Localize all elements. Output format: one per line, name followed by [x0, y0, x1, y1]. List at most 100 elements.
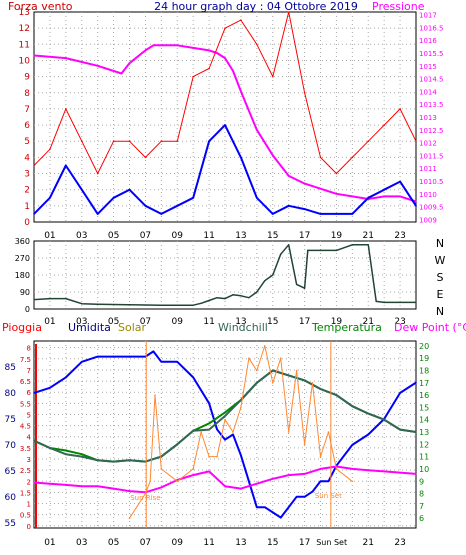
point-umidita: [248, 480, 250, 483]
point-dew_point: [128, 490, 131, 492]
point-wind_avg: [80, 188, 83, 191]
point-windchill: [112, 460, 115, 463]
point-temperatura: [224, 411, 226, 414]
point-dew_point: [256, 482, 258, 485]
point-solar: [319, 455, 322, 458]
point-pressione: [335, 193, 338, 195]
rain-tick-label: 4: [27, 434, 32, 442]
wind-tick-label: 11: [19, 40, 30, 50]
point-windchill: [192, 430, 194, 432]
point-windchill: [415, 431, 417, 433]
point-solar: [208, 455, 210, 458]
point-windchill: [256, 382, 258, 384]
point-dew_point: [96, 485, 99, 487]
pressure-tick-label: 1010.5: [419, 178, 444, 186]
x-tick-label: 03: [76, 317, 87, 327]
temp-tick-label: 13: [419, 428, 429, 437]
point-wind_direction: [383, 301, 385, 304]
point-wind_avg: [160, 213, 163, 215]
pressure-tick-label: 1009: [419, 216, 437, 224]
point-solar: [279, 357, 282, 360]
point-wind_direction: [415, 301, 417, 304]
x-tick-label: 03: [76, 538, 87, 548]
point-windchill: [271, 369, 274, 372]
point-wind_direction: [200, 302, 202, 305]
legend-item: Umidita: [68, 321, 111, 334]
x-tick-label: 17: [299, 538, 310, 548]
point-umidita: [319, 480, 322, 483]
rain-tick-label: 5: [27, 411, 31, 419]
point-wind_avg: [112, 196, 115, 199]
point-windchill: [367, 412, 370, 415]
point-windchill: [287, 374, 290, 377]
point-dew_point: [49, 482, 51, 485]
point-wind_avg: [33, 213, 35, 215]
point-pressione: [96, 64, 99, 67]
point-wind_direction: [351, 244, 354, 246]
point-dew_point: [351, 468, 354, 470]
point-umidita: [367, 433, 370, 436]
point-wind_direction: [307, 249, 309, 252]
point-wind_gust: [256, 43, 258, 46]
point-solar: [256, 369, 258, 372]
temp-tick-label: 9: [419, 477, 424, 486]
direction-tick-label: 90: [20, 288, 30, 297]
point-umidita: [160, 360, 163, 363]
pressure-tick-label: 1013.5: [419, 101, 444, 109]
x-tick-label: 01: [44, 538, 55, 548]
pressure-tick-label: 1013: [419, 114, 437, 122]
point-dew_point: [65, 484, 67, 486]
point-wind_avg: [399, 180, 401, 183]
point-wind_direction: [208, 299, 210, 302]
wind-tick-label: 10: [19, 56, 31, 66]
point-pressione: [176, 44, 179, 47]
x-tick-label: 23: [394, 538, 405, 548]
wind-tick-label: 12: [19, 24, 30, 34]
point-wind_gust: [49, 148, 51, 151]
point-umidita: [152, 350, 155, 353]
rain-tick-label: 1: [27, 501, 31, 509]
point-temperatura: [65, 449, 67, 452]
rain-tick-label: 0.5: [20, 512, 31, 520]
point-windchill: [96, 459, 99, 462]
point-wind_gust: [128, 140, 131, 143]
rain-tick-label: 7.5: [20, 356, 31, 364]
point-umidita: [263, 506, 266, 509]
compass-label: N: [436, 237, 444, 250]
point-wind_direction: [280, 253, 282, 255]
x-tick-label: 13: [235, 317, 246, 327]
x-tick-label: 15: [267, 317, 278, 327]
point-solar: [295, 369, 298, 372]
point-pressione: [208, 49, 210, 52]
rain-tick-label: 6.5: [20, 378, 31, 386]
point-wind_direction: [96, 303, 99, 305]
x-tick-label: 01: [44, 231, 55, 241]
point-umidita: [192, 376, 194, 379]
direction-tick-label: 180: [15, 271, 30, 280]
point-wind_direction: [192, 304, 194, 306]
x-tick-label: 17: [299, 317, 310, 327]
point-pressione: [319, 187, 322, 190]
legend-item: Windchill: [218, 321, 268, 334]
legend-item: Temperatura: [311, 321, 382, 334]
point-pressione: [303, 182, 306, 185]
x-tick-label: 11: [203, 231, 214, 241]
point-wind_gust: [224, 27, 226, 29]
x-tick-label: 09: [172, 317, 184, 327]
point-pressione: [128, 62, 131, 65]
humidity-tick-label: 85: [5, 363, 16, 373]
header-right-label: Pressione: [372, 0, 425, 13]
temp-tick-label: 15: [419, 403, 429, 412]
point-umidita: [256, 506, 258, 509]
point-wind_avg: [96, 213, 99, 215]
wind-tick-label: 4: [24, 153, 30, 163]
x-tick-label: 07: [140, 538, 151, 548]
point-dew_point: [271, 477, 274, 480]
wind-tick-label: 1: [24, 202, 30, 212]
rain-tick-label: 7: [27, 367, 31, 375]
point-windchill: [399, 428, 401, 431]
point-wind_avg: [192, 196, 194, 199]
point-temperatura: [208, 422, 210, 425]
compass-label: W: [435, 254, 446, 267]
